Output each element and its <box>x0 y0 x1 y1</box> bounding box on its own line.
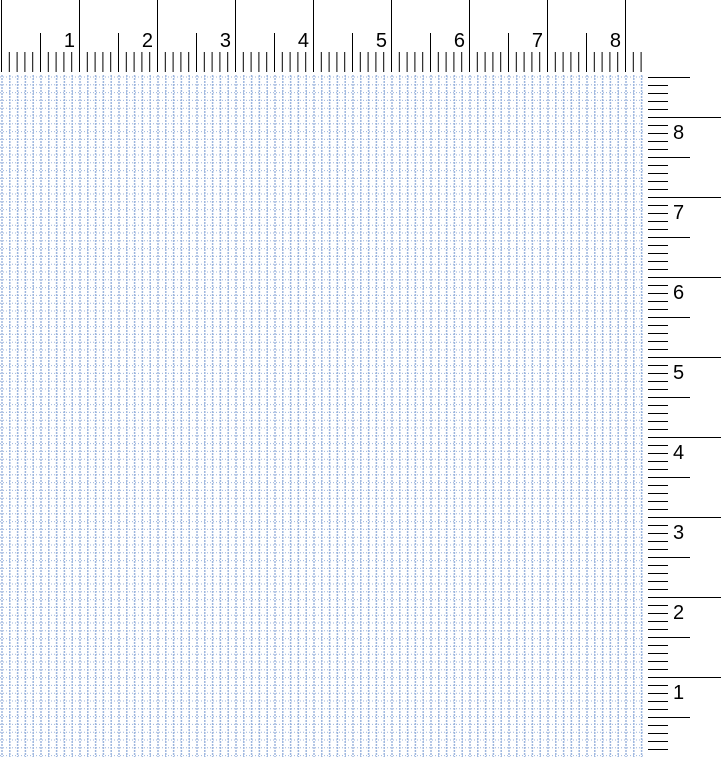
right-ruler: 8 7 6 5 4 3 2 1 <box>648 77 721 750</box>
right-ruler-label: 4 <box>673 442 684 464</box>
right-ruler-label: 2 <box>673 602 684 624</box>
top-ruler-label: 2 <box>142 30 153 52</box>
right-ruler-label: 1 <box>673 682 684 704</box>
right-ruler-label: 3 <box>673 522 684 544</box>
top-ruler-label: 8 <box>610 30 621 52</box>
grid-area <box>0 75 643 757</box>
right-ruler-label: 6 <box>673 282 684 304</box>
top-ruler-label: 1 <box>64 30 75 52</box>
top-ruler-label: 7 <box>532 30 543 52</box>
top-ruler-label: 4 <box>298 30 309 52</box>
right-ruler-label: 7 <box>673 202 684 224</box>
top-ruler-label: 5 <box>376 30 387 52</box>
right-ruler-label: 8 <box>673 122 684 144</box>
right-ruler-label: 5 <box>673 362 684 384</box>
top-ruler-label: 6 <box>454 30 465 52</box>
top-ruler: 1 2 3 4 5 6 7 8 <box>1 0 642 72</box>
top-ruler-label: 3 <box>220 30 231 52</box>
